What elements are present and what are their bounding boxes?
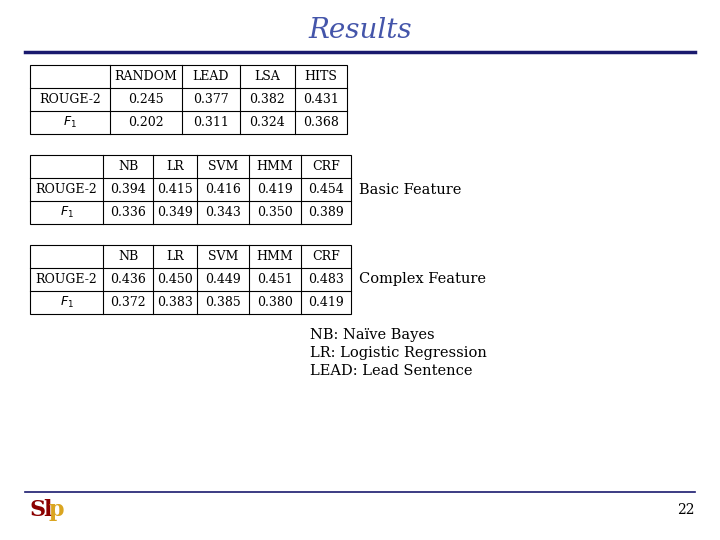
Text: LEAD: Lead Sentence: LEAD: Lead Sentence xyxy=(310,364,472,378)
Text: 0.436: 0.436 xyxy=(110,273,146,286)
Text: 0.349: 0.349 xyxy=(157,206,193,219)
Text: 0.419: 0.419 xyxy=(308,296,344,309)
Text: 0.394: 0.394 xyxy=(110,183,146,196)
Text: p: p xyxy=(48,499,64,521)
Text: 0.343: 0.343 xyxy=(205,206,241,219)
Text: $F_1$: $F_1$ xyxy=(63,115,77,130)
Text: CRF: CRF xyxy=(312,160,340,173)
Text: NB: Naïve Bayes: NB: Naïve Bayes xyxy=(310,328,435,342)
Text: NB: NB xyxy=(118,160,138,173)
Text: 0.389: 0.389 xyxy=(308,206,344,219)
Text: LEAD: LEAD xyxy=(193,70,229,83)
Text: 0.311: 0.311 xyxy=(193,116,229,129)
Bar xyxy=(30,155,351,224)
Text: SVM: SVM xyxy=(208,250,238,263)
Text: HMM: HMM xyxy=(256,250,293,263)
Text: 0.377: 0.377 xyxy=(193,93,229,106)
Text: 0.415: 0.415 xyxy=(157,183,193,196)
Text: 0.336: 0.336 xyxy=(110,206,146,219)
Text: 0.451: 0.451 xyxy=(257,273,293,286)
Text: 0.245: 0.245 xyxy=(128,93,164,106)
Text: 0.454: 0.454 xyxy=(308,183,344,196)
Text: 0.450: 0.450 xyxy=(157,273,193,286)
Text: 0.202: 0.202 xyxy=(128,116,164,129)
Text: HITS: HITS xyxy=(305,70,338,83)
Text: NB: NB xyxy=(118,250,138,263)
Text: 22: 22 xyxy=(678,503,695,517)
Text: 0.382: 0.382 xyxy=(250,93,285,106)
Text: S: S xyxy=(30,499,46,521)
Text: ROUGE-2: ROUGE-2 xyxy=(35,183,97,196)
Text: 0.483: 0.483 xyxy=(308,273,344,286)
Text: 0.419: 0.419 xyxy=(257,183,293,196)
Text: 0.368: 0.368 xyxy=(303,116,339,129)
Text: Basic Feature: Basic Feature xyxy=(359,183,462,197)
Text: l: l xyxy=(42,499,51,521)
Text: CRF: CRF xyxy=(312,250,340,263)
Text: 0.385: 0.385 xyxy=(205,296,241,309)
Text: LR: LR xyxy=(166,160,184,173)
Text: $F_1$: $F_1$ xyxy=(60,295,73,310)
Text: 0.324: 0.324 xyxy=(250,116,285,129)
Text: 0.449: 0.449 xyxy=(205,273,241,286)
Bar xyxy=(30,245,351,314)
Text: 0.431: 0.431 xyxy=(303,93,339,106)
Text: 0.350: 0.350 xyxy=(257,206,293,219)
Text: LSA: LSA xyxy=(255,70,280,83)
Text: $F_1$: $F_1$ xyxy=(60,205,73,220)
Text: ROUGE-2: ROUGE-2 xyxy=(39,93,101,106)
Text: LR: LR xyxy=(166,250,184,263)
Text: HMM: HMM xyxy=(256,160,293,173)
Text: LR: Logistic Regression: LR: Logistic Regression xyxy=(310,346,487,360)
Text: 0.372: 0.372 xyxy=(110,296,146,309)
Text: 0.380: 0.380 xyxy=(257,296,293,309)
Text: Complex Feature: Complex Feature xyxy=(359,273,486,287)
Text: RANDOM: RANDOM xyxy=(114,70,177,83)
Bar xyxy=(30,65,347,134)
Text: ROUGE-2: ROUGE-2 xyxy=(35,273,97,286)
Text: 0.416: 0.416 xyxy=(205,183,241,196)
Text: SVM: SVM xyxy=(208,160,238,173)
Text: Results: Results xyxy=(308,17,412,44)
Text: 0.383: 0.383 xyxy=(157,296,193,309)
